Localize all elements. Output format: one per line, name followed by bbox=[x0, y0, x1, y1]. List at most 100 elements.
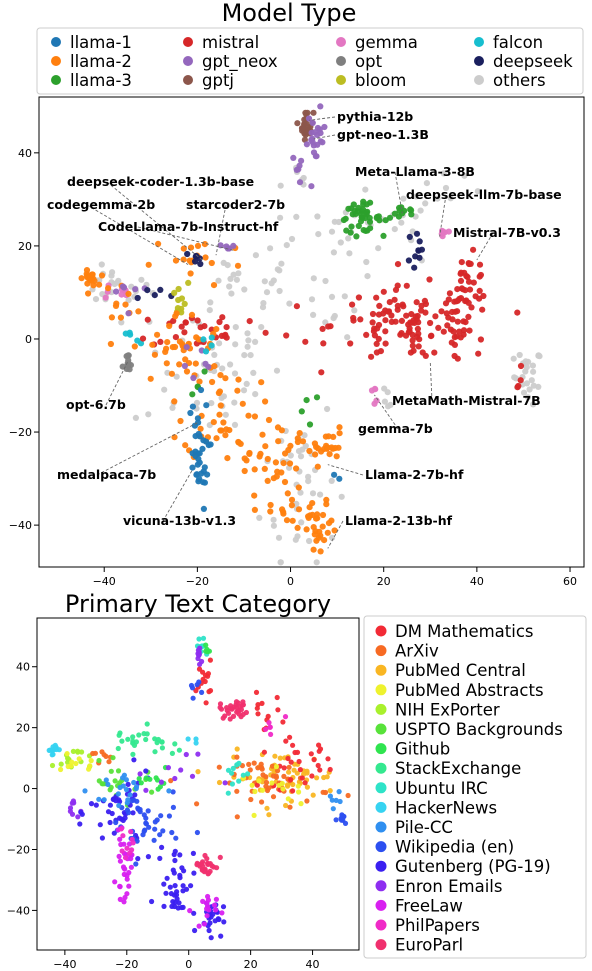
primary-text-category-y-tick-label: −20 bbox=[7, 843, 30, 856]
annotation-label: Llama-2-7b-hf bbox=[365, 467, 464, 482]
legend-entry-stackexchange: StackExchange bbox=[375, 759, 521, 778]
model-type-point-mistral bbox=[371, 332, 378, 339]
model-type-point-gptj bbox=[294, 120, 301, 127]
primary-text-category-x-tick-label: 0 bbox=[185, 958, 192, 971]
primary-text-category-point-arxiv bbox=[234, 788, 240, 794]
primary-text-category-point-ubuntu-irc bbox=[229, 770, 235, 776]
primary-text-category-point-pubmed-central bbox=[314, 775, 320, 781]
primary-text-category-point-pubmed-abstracts bbox=[73, 760, 79, 767]
model-type-point-llama-2 bbox=[331, 527, 338, 534]
model-type-point-llama-2 bbox=[284, 490, 291, 497]
legend-marker bbox=[375, 664, 387, 676]
primary-text-category-point-gutenberg-pg-19 bbox=[88, 801, 95, 807]
primary-text-category-point-dm-mathematics bbox=[315, 762, 321, 769]
legend-entry-dm-mathematics: DM Mathematics bbox=[375, 622, 534, 641]
primary-text-category-point-gutenberg-pg-19 bbox=[174, 896, 180, 902]
primary-text-category-point-freelaw bbox=[117, 836, 123, 842]
model-type-point-gpt-neox bbox=[317, 130, 324, 137]
legend-marker bbox=[375, 841, 387, 853]
model-type-point-gptj bbox=[302, 131, 309, 138]
model-type-point-llama-2 bbox=[188, 311, 196, 318]
annotation-label: vicuna-13b-v1.3 bbox=[123, 513, 236, 528]
primary-text-category-point-dm-mathematics bbox=[281, 765, 287, 771]
legend-entry-nih-exporter: NIH ExPorter bbox=[375, 700, 500, 719]
annotation-label: codegemma-2b bbox=[47, 197, 155, 212]
model-type-point-llama-2 bbox=[151, 351, 158, 358]
primary-text-category-point-pile-cc bbox=[133, 784, 140, 790]
model-type-point-llama-2 bbox=[312, 451, 319, 458]
legend-label: gemma bbox=[355, 33, 418, 52]
primary-text-category-y-tick-label: −40 bbox=[7, 904, 30, 917]
primary-text-category-point-stackexchange bbox=[159, 739, 165, 745]
model-type-point-mistral bbox=[403, 312, 410, 319]
primary-text-category-point-pile-cc bbox=[103, 777, 109, 783]
model-type-point-mistral bbox=[172, 334, 179, 341]
model-type-point-llama-1 bbox=[195, 478, 202, 485]
model-type-point-gpt-neox bbox=[319, 139, 326, 146]
model-type-point-others bbox=[206, 307, 213, 314]
model-type-point-others bbox=[235, 270, 242, 277]
primary-text-category-point-freelaw bbox=[116, 853, 122, 860]
model-type-point-mistral bbox=[458, 285, 465, 292]
legend-entry-bloom: bloom bbox=[336, 71, 406, 90]
model-type-point-others bbox=[308, 296, 316, 303]
model-type-point-mistral bbox=[456, 328, 463, 335]
model-type-point-llama-2 bbox=[324, 444, 331, 451]
model-type-point-others bbox=[528, 377, 535, 384]
model-type-point-bloom bbox=[175, 285, 182, 293]
primary-text-category-point-freelaw bbox=[204, 913, 210, 919]
annotation-meta-llama-3-8b: Meta-Llama-3-8B bbox=[355, 164, 475, 214]
primary-text-category-point-gutenberg-pg-19 bbox=[78, 809, 84, 815]
model-type-point-llama-2 bbox=[131, 343, 138, 350]
model-type-point-llama-1 bbox=[201, 464, 208, 471]
legend-marker bbox=[375, 821, 387, 833]
primary-text-category-point-stackexchange bbox=[143, 736, 149, 743]
model-type-point-llama-2 bbox=[218, 427, 225, 434]
model-type-point-falcon bbox=[202, 348, 210, 355]
legend-label: falcon bbox=[493, 33, 543, 52]
model-type-point-llama-2 bbox=[196, 378, 203, 385]
primary-text-category-point-ubuntu-irc bbox=[225, 790, 231, 796]
primary-text-category-point-github bbox=[157, 784, 163, 790]
annotation-opt-6-7b: opt-6.7b bbox=[66, 362, 128, 412]
primary-text-category-point-enron-emails bbox=[183, 751, 189, 758]
model-type-point-deepseek bbox=[413, 230, 421, 237]
model-type-point-llama-3 bbox=[189, 391, 196, 398]
legend-label: PubMed Central bbox=[395, 661, 526, 680]
model-type-y-tick-label: 40 bbox=[18, 147, 32, 160]
legend-entry-gutenberg-pg-19: Gutenberg (PG-19) bbox=[375, 857, 551, 876]
model-type-x-tick-label: 40 bbox=[470, 575, 484, 588]
legend-marker bbox=[336, 37, 346, 47]
model-type-point-llama-2 bbox=[317, 548, 324, 555]
annotation-leader-line bbox=[86, 204, 189, 265]
primary-text-category-point-philpapers bbox=[118, 826, 124, 832]
model-type-point-llama-2 bbox=[299, 438, 307, 445]
model-type-point-others bbox=[305, 478, 312, 485]
model-type-point-others bbox=[245, 337, 252, 344]
model-type-point-others bbox=[292, 536, 299, 543]
primary-text-category-point-dm-mathematics bbox=[327, 766, 333, 773]
primary-text-category-point-europarl bbox=[220, 715, 226, 721]
model-type-point-others bbox=[434, 195, 441, 202]
model-type-point-mistral bbox=[403, 282, 410, 289]
model-type-point-mistral bbox=[293, 303, 300, 310]
model-type-point-mistral bbox=[514, 309, 521, 316]
legend-label: others bbox=[493, 71, 546, 90]
model-type-point-others bbox=[324, 405, 331, 413]
model-type-point-bloom bbox=[171, 289, 178, 296]
model-type-point-llama-3 bbox=[348, 223, 355, 230]
model-type-point-mistral bbox=[414, 333, 421, 341]
primary-text-category-point-freelaw bbox=[201, 921, 207, 927]
model-type-point-mistral bbox=[405, 321, 412, 328]
model-type-point-others bbox=[277, 559, 284, 566]
model-type-point-others bbox=[337, 239, 344, 246]
model-type-point-mistral bbox=[382, 307, 389, 314]
primary-text-category-point-dm-mathematics bbox=[311, 757, 317, 763]
model-type-point-llama-1 bbox=[207, 441, 214, 448]
primary-text-category-point-pile-cc bbox=[123, 777, 129, 783]
model-type-point-llama-2 bbox=[182, 442, 189, 449]
primary-text-category-point-ubuntu-irc bbox=[245, 771, 251, 777]
model-type-point-others bbox=[530, 401, 537, 408]
primary-text-category-point-wikipedia-en bbox=[158, 813, 164, 819]
model-type-point-gpt-neox bbox=[113, 288, 120, 295]
